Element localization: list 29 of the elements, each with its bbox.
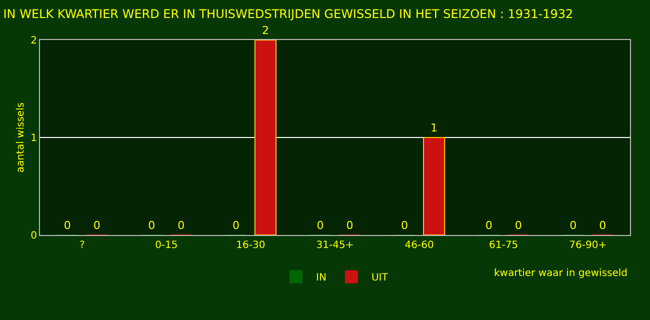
data-label: 0: [401, 219, 408, 232]
data-label: 0: [346, 219, 354, 232]
x-tick-label: 31-45+: [316, 240, 354, 251]
data-label: 2: [262, 24, 269, 37]
chart-title: IN WELK KWARTIER WERD ER IN THUISWEDSTRIJDEN GEWISSELD IN HET SEIZOEN : 1931-1932: [3, 7, 574, 21]
y-tick-label: 0: [30, 230, 37, 242]
x-tick-label: 16-30: [236, 240, 266, 251]
data-label: 0: [485, 219, 492, 232]
data-label: 0: [599, 219, 606, 232]
x-tick-label: ?: [79, 240, 85, 251]
legend-label: IN: [316, 272, 326, 284]
x-axis-title: kwartier waar in gewisseld: [494, 268, 628, 279]
x-tick-label: 46-60: [404, 240, 434, 251]
data-label: 0: [570, 219, 577, 232]
x-tick-label: 61-75: [489, 240, 518, 251]
legend-label: UIT: [371, 272, 389, 284]
data-label: 0: [316, 219, 324, 232]
x-tick-label: 76-90+: [569, 240, 607, 251]
data-label: 0: [178, 219, 185, 232]
data-label: 0: [93, 219, 100, 232]
data-label: 0: [148, 219, 156, 232]
data-label: 0: [514, 219, 522, 232]
x-tick-label: 0-15: [155, 240, 178, 251]
y-axis-title: aantal wissels: [16, 102, 27, 173]
y-tick-label: 1: [30, 133, 37, 144]
data-label: 0: [232, 219, 240, 232]
data-label: 0: [64, 219, 71, 232]
data-label: 1: [430, 122, 438, 134]
y-tick-label: 2: [30, 36, 37, 46]
